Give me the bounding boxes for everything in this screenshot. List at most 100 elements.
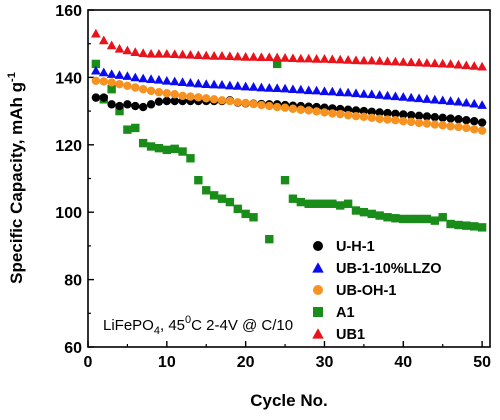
data-point: [288, 53, 298, 63]
data-point: [445, 96, 456, 105]
legend-item: U-H-1: [313, 239, 375, 255]
data-point: [162, 96, 172, 106]
legend-marker: [312, 328, 324, 339]
data-point: [398, 92, 409, 101]
data-point: [178, 91, 187, 101]
legend-label: U-H-1: [336, 239, 375, 255]
data-point: [312, 199, 321, 208]
data-point: [201, 50, 212, 60]
data-point: [477, 61, 487, 71]
data-point: [185, 77, 196, 87]
data-point: [240, 52, 251, 61]
data-point: [406, 110, 416, 120]
data-point: [454, 220, 463, 230]
legend-label: UB1: [336, 327, 365, 343]
data-point: [138, 84, 148, 94]
data-point: [461, 60, 472, 70]
data-point: [115, 79, 124, 89]
data-point: [398, 57, 409, 66]
legend-item: UB-1-10%LLZO: [312, 261, 442, 277]
y-axis-title: Specific Capacity, mAh g-1: [6, 72, 26, 284]
data-point: [202, 94, 211, 103]
data-point: [383, 115, 392, 124]
data-point: [375, 108, 384, 117]
data-point: [248, 52, 259, 61]
annotation-tail: C 2-4V @ C/10: [191, 317, 293, 334]
legend-marker: [312, 262, 324, 273]
data-point: [209, 95, 219, 104]
data-point: [422, 58, 432, 67]
data-point: [217, 51, 227, 60]
legend-marker: [313, 285, 323, 295]
data-point: [256, 82, 267, 92]
data-point: [438, 121, 447, 130]
data-point: [107, 100, 116, 109]
data-point: [430, 216, 440, 225]
data-point: [169, 49, 180, 59]
series-layer: [91, 28, 487, 244]
y-tick-label: 120: [55, 138, 82, 155]
data-point: [383, 213, 392, 222]
data-point: [249, 213, 258, 222]
legend-label: A1: [336, 305, 355, 321]
data-point: [382, 90, 393, 100]
data-point: [280, 175, 290, 185]
data-point: [146, 142, 156, 151]
data-point: [194, 93, 203, 102]
data-point: [477, 118, 487, 127]
data-point: [399, 110, 408, 119]
data-point: [414, 214, 424, 224]
data-point: [406, 92, 417, 102]
data-point: [202, 186, 211, 195]
data-point: [446, 122, 455, 131]
data-point: [422, 214, 432, 224]
data-point: [233, 204, 242, 214]
data-point: [462, 123, 471, 133]
data-point: [130, 47, 141, 56]
data-point: [154, 88, 164, 97]
data-point: [477, 126, 487, 135]
data-point: [249, 99, 258, 109]
data-point: [296, 105, 306, 114]
data-point: [430, 112, 440, 122]
data-point: [98, 35, 109, 45]
data-point: [319, 54, 330, 63]
data-point: [107, 84, 116, 94]
data-point: [265, 234, 274, 244]
data-point: [454, 122, 463, 132]
data-point: [123, 100, 132, 109]
data-point: [225, 197, 235, 207]
data-point: [225, 51, 235, 61]
data-point: [304, 199, 313, 208]
condition-annotation: LiFePO4, 450C 2-4V @ C/10: [103, 314, 293, 337]
data-point: [169, 76, 180, 86]
data-point: [469, 98, 480, 108]
data-point: [437, 58, 448, 68]
data-point: [233, 98, 242, 107]
y-tick-label: 60: [64, 340, 82, 357]
data-point: [414, 57, 424, 67]
data-point: [406, 57, 417, 67]
data-point: [201, 79, 212, 89]
data-point: [462, 115, 471, 125]
data-point: [351, 206, 361, 215]
x-tick-label: 20: [237, 354, 255, 371]
data-point: [351, 111, 361, 121]
legend-item: UB1: [312, 327, 365, 343]
data-point: [343, 55, 353, 64]
data-point: [265, 101, 274, 111]
data-point: [154, 74, 164, 84]
data-point: [177, 49, 188, 59]
series-ub1: [91, 28, 487, 71]
data-point: [106, 40, 117, 50]
legend-item: A1: [313, 305, 355, 321]
x-tick-label: 10: [158, 354, 176, 371]
data-point: [470, 222, 479, 231]
data-point: [91, 28, 101, 38]
data-point: [438, 113, 447, 123]
y-tick-label: 160: [55, 3, 82, 20]
data-point: [240, 81, 251, 91]
data-point: [146, 48, 156, 58]
legend-label: UB-1-10%LLZO: [336, 261, 442, 277]
